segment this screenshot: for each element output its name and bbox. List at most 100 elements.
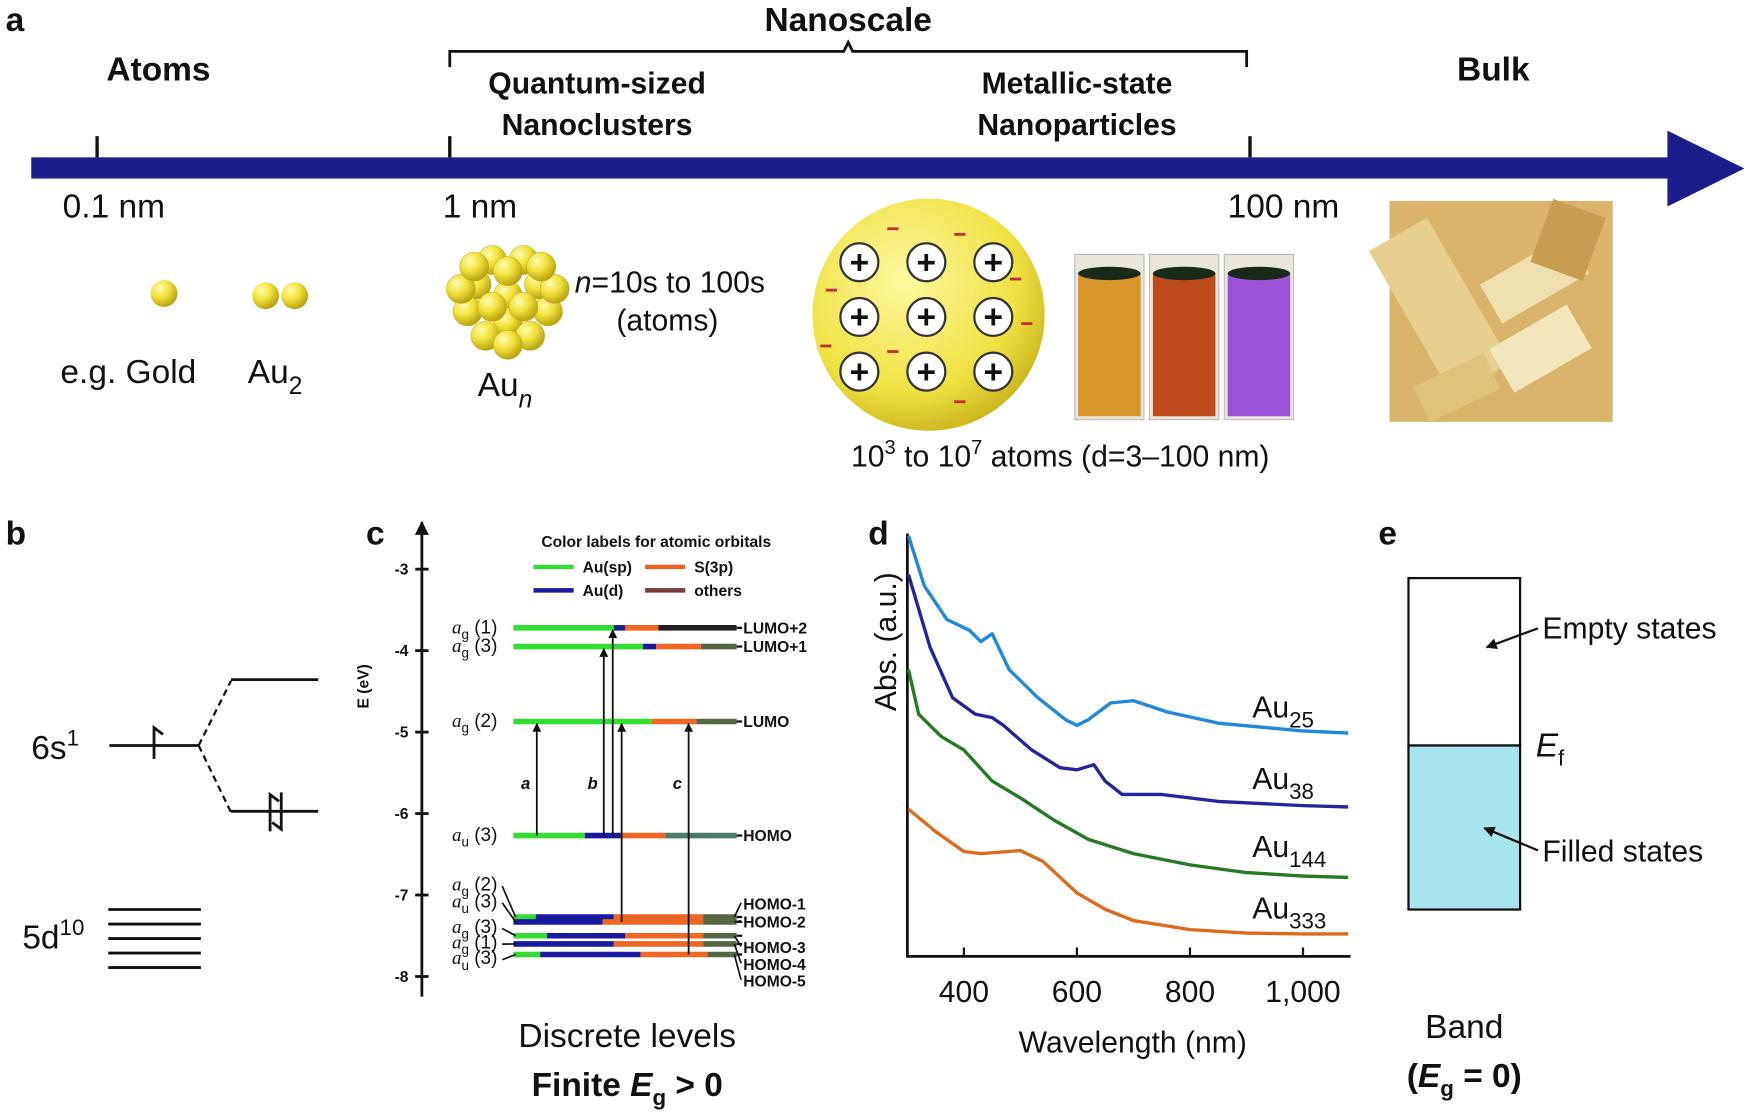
level-name: HOMO-3 xyxy=(743,940,806,957)
plus-sign: + xyxy=(917,354,937,391)
gold-atom xyxy=(150,280,178,307)
gold-atom xyxy=(539,274,570,304)
nanoscale-bracket xyxy=(448,39,1249,67)
colloid-vials xyxy=(1074,253,1295,421)
energy-tick-label: -4 xyxy=(395,643,409,660)
vial-meniscus xyxy=(1152,266,1216,281)
5d-level-label: 5d10 xyxy=(22,915,84,956)
nanoparticle-charges: + + + + + + + + + xyxy=(820,227,1033,404)
transitions: a b c xyxy=(521,629,694,955)
paired-spin-arrows xyxy=(268,791,283,832)
y-axis-label: Abs. (a.u.) xyxy=(870,572,903,711)
quantum-label-2: Nanoclusters xyxy=(502,109,693,142)
vial-liquid xyxy=(1078,273,1141,417)
leader-line xyxy=(501,885,517,918)
level-symmetry-label: ag (1) xyxy=(452,933,497,958)
panel-label-b: b xyxy=(6,516,26,553)
positive-charge xyxy=(973,296,1014,338)
split-line xyxy=(197,680,233,746)
spin-up-arrow xyxy=(152,724,164,759)
au2-atom xyxy=(281,282,309,310)
vial-liquid xyxy=(1227,273,1291,417)
level-name: LUMO+1 xyxy=(743,639,807,656)
level-symmetry-label: au (3) xyxy=(452,891,497,916)
leader-line xyxy=(733,902,742,918)
x-axis-label: Wavelength (nm) xyxy=(1019,1026,1247,1059)
series-label-au38: Au38 xyxy=(1252,763,1314,804)
level-name: LUMO xyxy=(743,714,789,731)
series-line-au38 xyxy=(906,574,1349,809)
axis-arrowhead xyxy=(1667,130,1745,207)
atoms-note: (atoms) xyxy=(616,304,718,337)
empty-states-box xyxy=(1407,576,1522,747)
panel-label-d: d xyxy=(868,516,888,553)
legend-title: Color labels for atomic orbitals xyxy=(541,534,771,551)
x-tick-label: 600 xyxy=(1052,976,1102,1009)
orbital-legend: Au(sp) S(3p) Au(d) others xyxy=(533,560,742,600)
gold-atom xyxy=(493,256,523,286)
tick-label: 1 nm xyxy=(443,189,517,226)
quantum-label-1: Quantum-sized xyxy=(488,68,706,101)
5d-levels xyxy=(108,908,201,969)
energy-tick-label: -3 xyxy=(395,562,409,579)
legend-item-label: Au(d) xyxy=(583,583,624,600)
level-symmetry-label: ag (2) xyxy=(452,875,497,900)
vial-meniscus xyxy=(1227,266,1291,281)
x-ticks: 400 600 800 1,000 xyxy=(939,947,1341,1009)
plus-sign: + xyxy=(850,299,870,336)
tick-label: 0.1 nm xyxy=(63,189,165,226)
energy-tick-label: -5 xyxy=(395,725,409,742)
transition-label: a xyxy=(521,774,530,793)
tick-label: 100 nm xyxy=(1228,189,1340,226)
level-name: HOMO-1 xyxy=(743,897,806,914)
energy-levels: ag (1) LUMO+2 ag (3) LUMO+1 ag (2) LUMO au (3)… xyxy=(452,617,807,990)
transition-label: c xyxy=(673,774,683,793)
level-name: HOMO-2 xyxy=(743,914,806,931)
bulk-heading: Bulk xyxy=(1457,51,1530,88)
zero-gap-caption: (Eg = 0) xyxy=(1407,1058,1522,1101)
au2-atom xyxy=(252,282,280,310)
gold-atom xyxy=(446,274,476,304)
panel-label-e: e xyxy=(1378,516,1397,553)
6s-level-label: 6s1 xyxy=(31,725,79,766)
plus-sign: + xyxy=(917,299,937,336)
series-line-au333 xyxy=(907,807,1349,936)
plus-sign: + xyxy=(917,244,937,281)
level-symmetry-label: ag (3) xyxy=(452,917,497,942)
plus-sign: + xyxy=(984,244,1004,281)
level-symmetry-label: ag (3) xyxy=(452,636,497,661)
series-label-au333: Au333 xyxy=(1252,892,1326,933)
fermi-level-label: Ef xyxy=(1536,728,1565,771)
positive-charge xyxy=(973,242,1014,283)
level-symmetry-label: ag (1) xyxy=(452,617,497,642)
filled-states-box xyxy=(1407,744,1522,911)
gold-atom xyxy=(526,251,557,282)
level-symmetry-label: au (3) xyxy=(452,825,497,850)
panel-a: a Atoms Nanoscale Quantum-sized Nanoclus… xyxy=(6,2,1745,473)
atoms-heading: Atoms xyxy=(106,51,210,88)
plus-sign: + xyxy=(850,244,870,281)
energy-ticks: -3 -4 -5 -6 -7 -8 xyxy=(395,562,429,986)
size-axis xyxy=(31,157,1672,179)
gold-atom xyxy=(459,251,490,282)
level-name: HOMO xyxy=(743,828,792,845)
x-tick-label: 400 xyxy=(939,976,989,1009)
panel-b: b 6s1 5d10 xyxy=(6,516,319,969)
finite-gap-caption: Finite Eg > 0 xyxy=(532,1067,723,1110)
level-symmetry-label: ag (2) xyxy=(452,711,497,736)
nanoparticle-caption: 103 to 107 atoms (d=3–100 nm) xyxy=(851,437,1269,473)
band-caption: Band xyxy=(1425,1009,1503,1046)
panel-label-a: a xyxy=(6,2,25,39)
series-line-au25 xyxy=(906,535,1349,735)
positive-charge xyxy=(906,351,947,392)
vial-meniscus xyxy=(1078,266,1141,281)
gold-atom xyxy=(508,292,539,322)
legend-item-label: Au(sp) xyxy=(583,560,632,577)
plus-sign: + xyxy=(984,299,1004,336)
metallic-label-2: Nanoparticles xyxy=(977,109,1176,142)
gold-label: e.g. Gold xyxy=(60,354,196,391)
panel-label-c: c xyxy=(366,516,385,553)
panel-c: c -3 -4 -5 -6 -7 -8 E (eV) Color labels for a… xyxy=(355,516,807,1110)
discrete-levels-caption: Discrete levels xyxy=(518,1018,736,1055)
filled-arrow xyxy=(1483,826,1539,852)
